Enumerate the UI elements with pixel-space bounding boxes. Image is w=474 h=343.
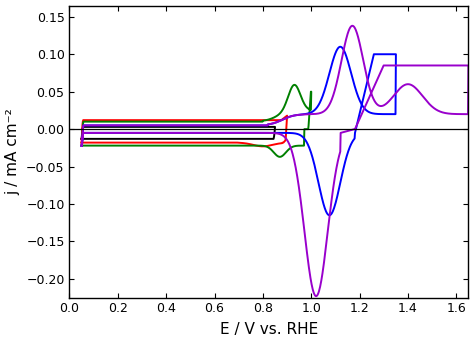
Y-axis label: j / mA cm⁻²: j / mA cm⁻² bbox=[6, 108, 20, 195]
X-axis label: E / V vs. RHE: E / V vs. RHE bbox=[220, 322, 318, 338]
